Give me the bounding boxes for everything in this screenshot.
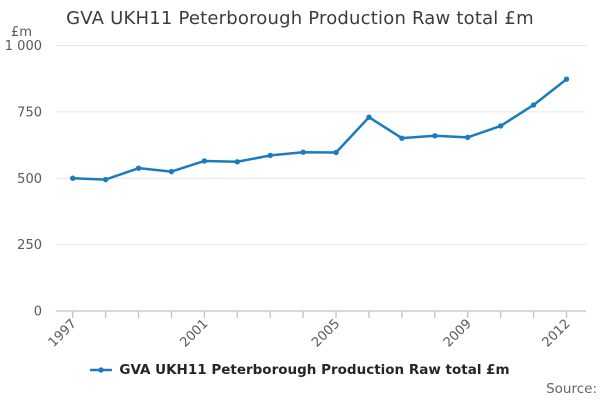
data-point-2008[interactable] [432, 133, 438, 139]
data-point-1998[interactable] [102, 176, 109, 183]
data-point-2001[interactable] [201, 158, 208, 164]
data-point-2002[interactable] [234, 159, 240, 165]
chart-title: GVA UKH11 Peterborough Production Raw to… [66, 8, 534, 29]
x-axis-tick-label: 2009 [441, 316, 475, 350]
x-axis-tick-label: 2005 [309, 316, 343, 350]
data-point-2007[interactable] [399, 135, 405, 141]
y-axis-tick-label: 250 [17, 238, 42, 253]
data-point-2010[interactable] [497, 123, 504, 129]
x-axis-tick-label: 1997 [46, 316, 80, 350]
data-point-2011[interactable] [530, 102, 537, 108]
y-axis-tick-label: 750 [17, 105, 42, 120]
data-point-2003[interactable] [267, 152, 273, 159]
data-point-1999[interactable] [135, 165, 142, 171]
data-point-2005[interactable] [333, 149, 339, 156]
series-line [71, 77, 568, 181]
source-label: Source: [546, 381, 597, 397]
legend[interactable]: GVA UKH11 Peterborough Production Raw to… [0, 362, 600, 378]
y-axis-tick-label: 500 [17, 172, 42, 187]
legend-label: GVA UKH11 Peterborough Production Raw to… [119, 362, 510, 378]
data-point-2000[interactable] [168, 168, 175, 175]
data-point-2009[interactable] [465, 134, 471, 141]
legend-line-marker-icon [90, 367, 113, 373]
data-point-2004[interactable] [300, 149, 306, 155]
data-point-2012[interactable] [563, 76, 570, 82]
x-axis-tick-label: 2001 [177, 316, 211, 350]
data-point-2006[interactable] [366, 114, 372, 120]
x-axis-tick-label: 2012 [540, 316, 574, 350]
y-axis-unit-label: £m [11, 25, 32, 40]
data-point-1997[interactable] [70, 175, 76, 181]
y-axis-tick-label: 1 000 [5, 39, 42, 54]
y-axis-tick-label: 0 [34, 305, 42, 320]
